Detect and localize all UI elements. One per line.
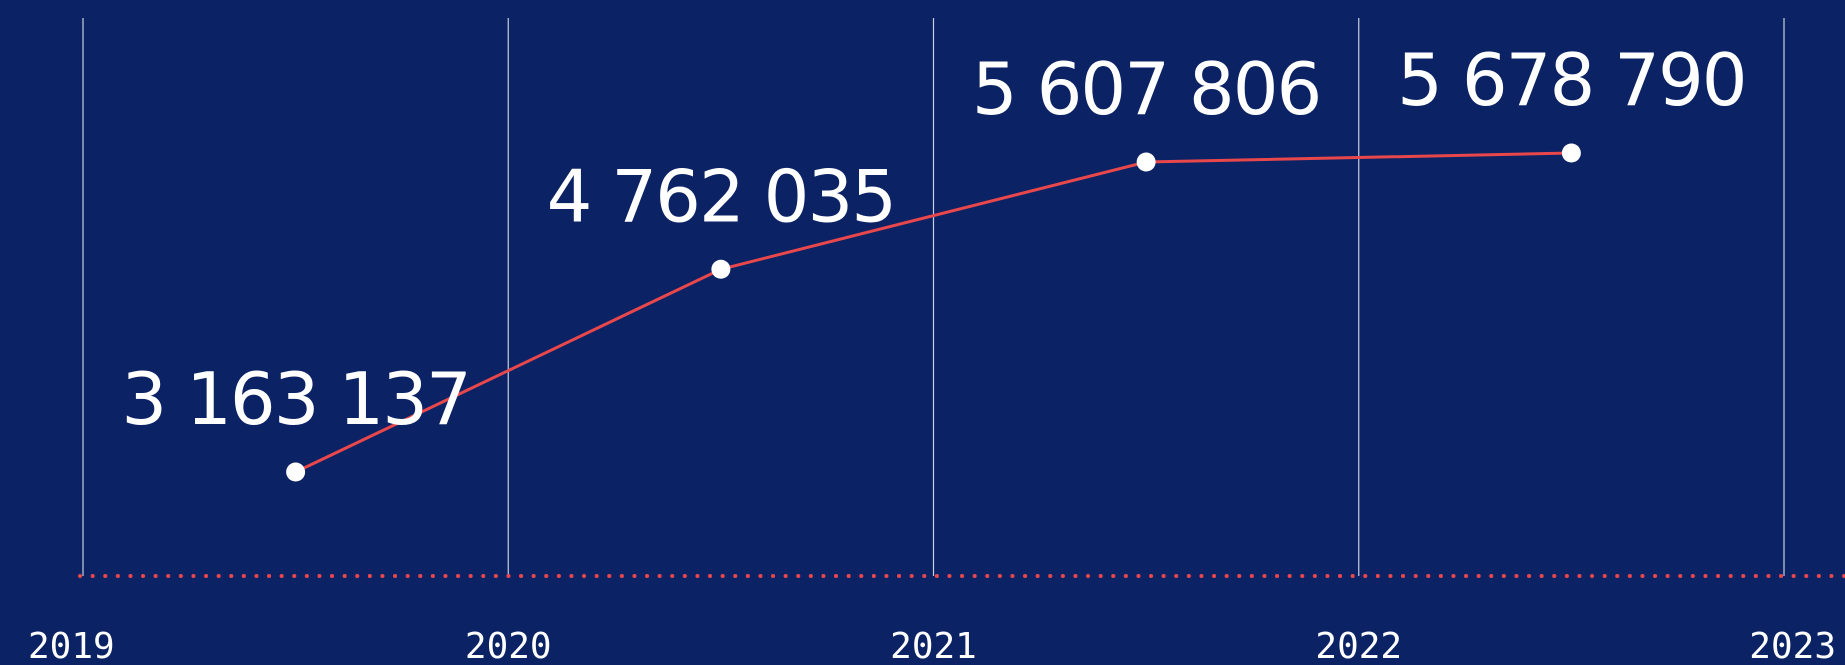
gridlines bbox=[82, 18, 1785, 576]
x-tick-labels: 2019 2020 2021 2022 2023 bbox=[28, 626, 1836, 665]
data-point-3 bbox=[1561, 143, 1581, 163]
data-label-3: 5 678 790 bbox=[1397, 38, 1745, 122]
data-label-2: 5 607 806 bbox=[972, 47, 1320, 131]
data-point-2 bbox=[1136, 152, 1156, 172]
data-point-1 bbox=[711, 259, 731, 279]
x-tick-label-2021: 2021 bbox=[890, 626, 977, 665]
data-point-0 bbox=[286, 462, 306, 482]
data-label-1: 4 762 035 bbox=[547, 154, 895, 238]
data-points bbox=[286, 143, 1581, 482]
series-line bbox=[294, 151, 1572, 474]
data-labels: 3 163 137 4 762 035 5 607 806 5 678 790 bbox=[121, 38, 1747, 441]
x-tick-label-2022: 2022 bbox=[1315, 626, 1402, 665]
data-label-0: 3 163 137 bbox=[121, 357, 469, 441]
x-tick-label-2023: 2023 bbox=[1749, 626, 1836, 665]
x-tick-label-2020: 2020 bbox=[465, 626, 552, 665]
x-tick-label-2019: 2019 bbox=[28, 626, 115, 665]
